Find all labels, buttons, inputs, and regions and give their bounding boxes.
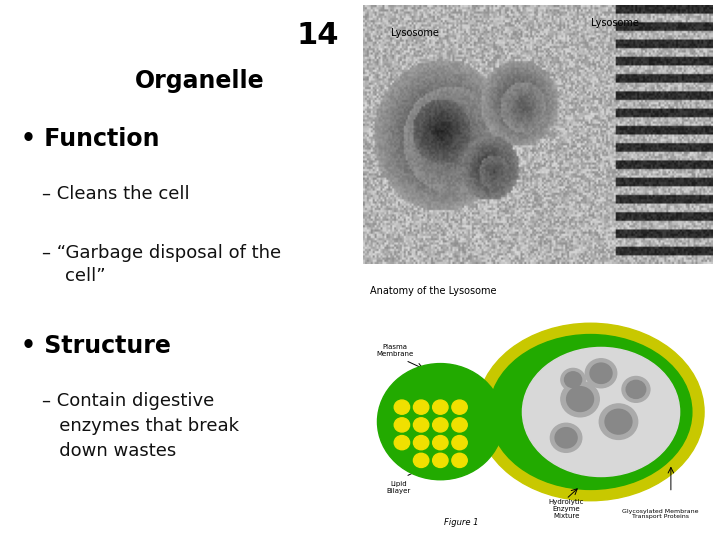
Circle shape — [561, 381, 599, 417]
Ellipse shape — [523, 347, 680, 476]
Text: Lysosome: Lysosome — [392, 29, 439, 38]
Ellipse shape — [490, 335, 692, 489]
Text: – Contain digestive
   enzymes that break
   down wastes: – Contain digestive enzymes that break d… — [42, 392, 239, 460]
Text: 14: 14 — [297, 21, 339, 50]
Circle shape — [605, 409, 632, 434]
Circle shape — [564, 372, 582, 388]
Text: Organelle: Organelle — [135, 69, 264, 93]
Circle shape — [395, 418, 410, 432]
Circle shape — [452, 453, 467, 468]
Circle shape — [395, 400, 410, 414]
Text: Lysosome: Lysosome — [590, 18, 639, 28]
Text: Lipid
Bilayer: Lipid Bilayer — [387, 481, 410, 494]
Text: Hydrolytic
Enzyme
Mixture: Hydrolytic Enzyme Mixture — [549, 500, 584, 519]
Circle shape — [550, 423, 582, 453]
Circle shape — [452, 436, 467, 450]
Circle shape — [452, 400, 467, 414]
Ellipse shape — [477, 323, 704, 501]
Circle shape — [413, 418, 429, 432]
Circle shape — [626, 380, 646, 399]
Text: • Function: • Function — [21, 127, 160, 151]
Text: Glycosylated Membrane
Transport Proteins: Glycosylated Membrane Transport Proteins — [622, 509, 698, 519]
Circle shape — [433, 436, 448, 450]
Text: – Cleans the cell: – Cleans the cell — [42, 185, 190, 204]
Text: • Structure: • Structure — [21, 334, 171, 357]
Circle shape — [433, 400, 448, 414]
Circle shape — [599, 404, 638, 440]
Circle shape — [452, 418, 467, 432]
Text: – “Garbage disposal of the
    cell”: – “Garbage disposal of the cell” — [42, 244, 282, 285]
Circle shape — [395, 436, 410, 450]
Circle shape — [433, 453, 448, 468]
Circle shape — [413, 453, 429, 468]
Circle shape — [585, 359, 617, 388]
Circle shape — [590, 363, 612, 383]
Circle shape — [413, 436, 429, 450]
Circle shape — [555, 428, 577, 448]
Circle shape — [561, 368, 585, 391]
Circle shape — [433, 418, 448, 432]
Text: Plasma
Membrane: Plasma Membrane — [377, 344, 413, 357]
Circle shape — [567, 387, 593, 411]
Text: Figure 1: Figure 1 — [444, 518, 479, 527]
Circle shape — [622, 376, 650, 402]
Circle shape — [413, 400, 429, 414]
Circle shape — [377, 363, 503, 480]
Text: Anatomy of the Lysosome: Anatomy of the Lysosome — [371, 286, 497, 296]
